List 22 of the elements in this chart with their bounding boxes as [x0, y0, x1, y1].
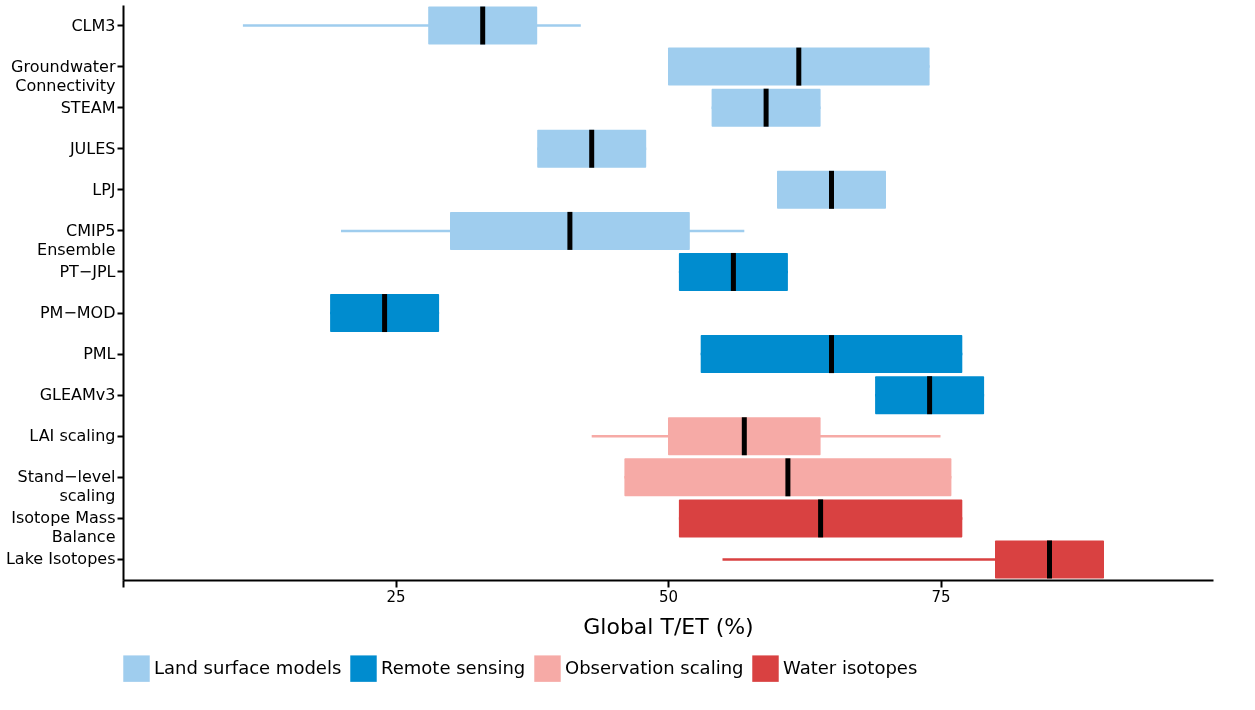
legend-label: Observation scaling	[565, 656, 744, 678]
y-tick-label: CMIP5 Ensemble	[37, 220, 116, 259]
y-tick-label: GLEAMv3	[39, 385, 116, 405]
legend-label: Land surface models	[154, 656, 342, 678]
y-tick-label: LPJ	[92, 179, 116, 199]
x-tick-label: 75	[931, 587, 951, 606]
y-tick-label: CLM3	[71, 15, 116, 35]
x-tick-label: 25	[386, 587, 406, 606]
legend-label: Water isotopes	[783, 656, 918, 678]
legend-label: Remote sensing	[381, 656, 526, 678]
y-tick-label: JULES	[68, 138, 116, 158]
x-axis-title: Global T/ET (%)	[583, 613, 754, 639]
y-tick-label: PT−JPL	[59, 261, 116, 281]
y-tick-label: Isotope Mass Balance	[11, 508, 116, 547]
y-tick-label: Lake Isotopes	[5, 549, 116, 569]
y-tick-label: Groundwater Connectivity	[11, 56, 116, 95]
y-tick-label: PML	[83, 344, 116, 364]
y-tick-label: LAI scaling	[29, 426, 116, 446]
y-tick-label: Stand−level scaling	[17, 467, 116, 506]
y-tick-label: PM−MOD	[39, 303, 116, 323]
y-tick-label: STEAM	[60, 97, 116, 117]
x-tick-label: 50	[658, 587, 679, 606]
